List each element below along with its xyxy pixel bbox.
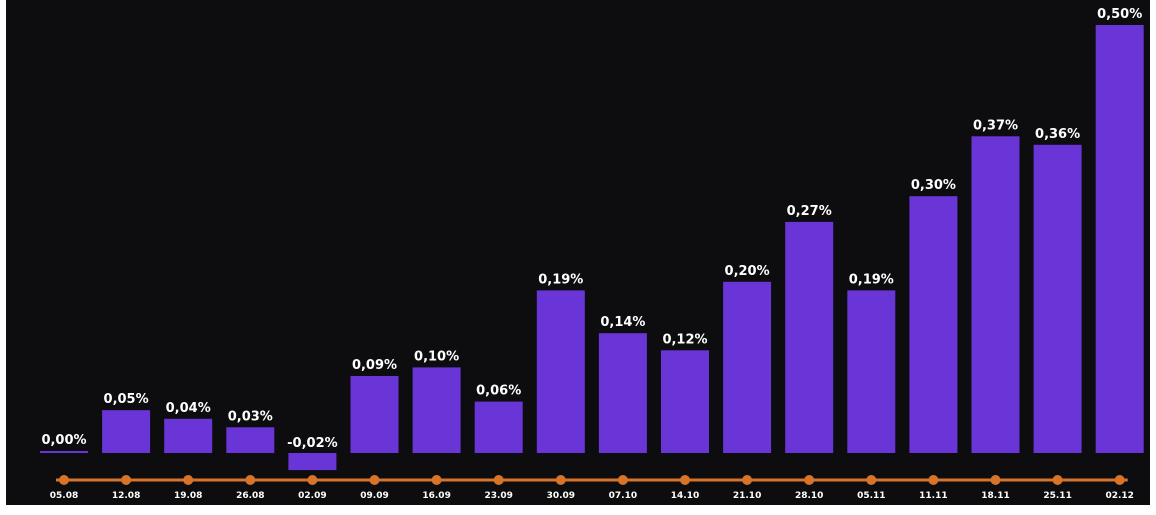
value-label: 0,19% — [538, 272, 583, 287]
bar-21.10 — [723, 281, 772, 453]
value-label: 0,00% — [41, 433, 86, 448]
value-label: 0,09% — [352, 358, 397, 373]
timeline-dot — [617, 475, 628, 485]
timeline-axis — [56, 475, 1128, 485]
x-tick-label: 09.09 — [360, 491, 388, 501]
bar-28.10 — [785, 221, 834, 453]
bar-07.10 — [598, 333, 647, 453]
value-label: -0,02% — [287, 436, 338, 451]
bar-25.11 — [1033, 144, 1082, 454]
value-label: 0,10% — [414, 349, 459, 364]
bar-26.08 — [226, 427, 275, 453]
value-label: 0,36% — [1035, 127, 1080, 142]
bar-02.09 — [288, 453, 337, 471]
value-label: 0,27% — [787, 204, 832, 219]
x-tick-label: 12.08 — [112, 491, 140, 501]
timeline-dot — [1114, 475, 1125, 485]
value-label: 0,50% — [1097, 7, 1142, 22]
value-label: 0,19% — [849, 272, 894, 287]
timeline-dot — [493, 475, 504, 485]
timeline-dot — [59, 475, 69, 485]
timeline-dot — [307, 475, 318, 485]
value-label: 0,14% — [600, 315, 645, 330]
labels-layer: 0,00% 05.08 0,05% 12.08 0,04% 19.08 0,03% 26.08… — [41, 7, 1142, 501]
x-tick-label: 05.08 — [50, 491, 78, 501]
x-tick-label: 21.10 — [733, 491, 761, 501]
bar-18.11 — [971, 136, 1020, 454]
value-label: 0,04% — [166, 401, 211, 416]
x-tick-label: 26.08 — [236, 491, 264, 501]
x-tick-label: 18.11 — [981, 491, 1009, 501]
x-tick-label: 05.11 — [857, 491, 885, 501]
x-tick-label: 02.09 — [298, 491, 326, 501]
bar-16.09 — [412, 367, 461, 453]
timeline-dot — [928, 475, 939, 485]
x-tick-label: 28.10 — [795, 491, 823, 501]
value-label: 0,12% — [662, 332, 707, 347]
x-tick-label: 30.09 — [547, 491, 575, 501]
bar-chart: 0,00% 05.08 0,05% 12.08 0,04% 19.08 0,03% 26.08… — [40, 7, 1144, 501]
timeline-dot — [680, 475, 690, 485]
timeline-dot — [431, 475, 442, 485]
x-tick-label: 14.10 — [671, 491, 699, 501]
timeline-dot — [742, 475, 753, 485]
timeline-dot — [1052, 475, 1063, 485]
timeline-dot — [990, 475, 1001, 485]
x-tick-label: 19.08 — [174, 491, 202, 501]
bar-05.08 — [40, 451, 88, 453]
x-tick-label: 16.09 — [422, 491, 450, 501]
value-label: 0,20% — [725, 264, 770, 279]
timeline-dot — [121, 475, 132, 485]
x-tick-label: 07.10 — [609, 491, 637, 501]
bar-14.10 — [661, 350, 709, 453]
x-tick-label: 02.12 — [1105, 491, 1133, 501]
value-label: 0,03% — [228, 409, 273, 424]
bar-05.11 — [847, 290, 896, 453]
chart-panel: 0,00% 05.08 0,05% 12.08 0,04% 19.08 0,03% 26.08… — [6, 0, 1150, 505]
timeline-dot — [245, 475, 256, 485]
x-tick-label: 23.09 — [484, 491, 512, 501]
bar-02.12 — [1095, 25, 1144, 453]
x-tick-label: 11.11 — [919, 491, 947, 501]
bar-23.09 — [474, 401, 523, 453]
timeline-dot — [183, 475, 194, 485]
bars-layer — [40, 25, 1144, 471]
timeline-dot — [369, 475, 380, 485]
value-label: 0,37% — [973, 118, 1018, 133]
bar-19.08 — [164, 418, 213, 453]
x-tick-label: 25.11 — [1043, 491, 1071, 501]
value-label: 0,30% — [911, 178, 956, 193]
bar-09.09 — [350, 376, 399, 453]
timeline-dot — [804, 475, 815, 485]
value-label: 0,05% — [104, 392, 149, 407]
bar-12.08 — [102, 410, 151, 453]
bar-11.11 — [909, 196, 958, 453]
timeline-dot — [866, 475, 877, 485]
bar-30.09 — [536, 290, 585, 453]
value-label: 0,06% — [476, 384, 521, 399]
timeline-dot — [555, 475, 566, 485]
